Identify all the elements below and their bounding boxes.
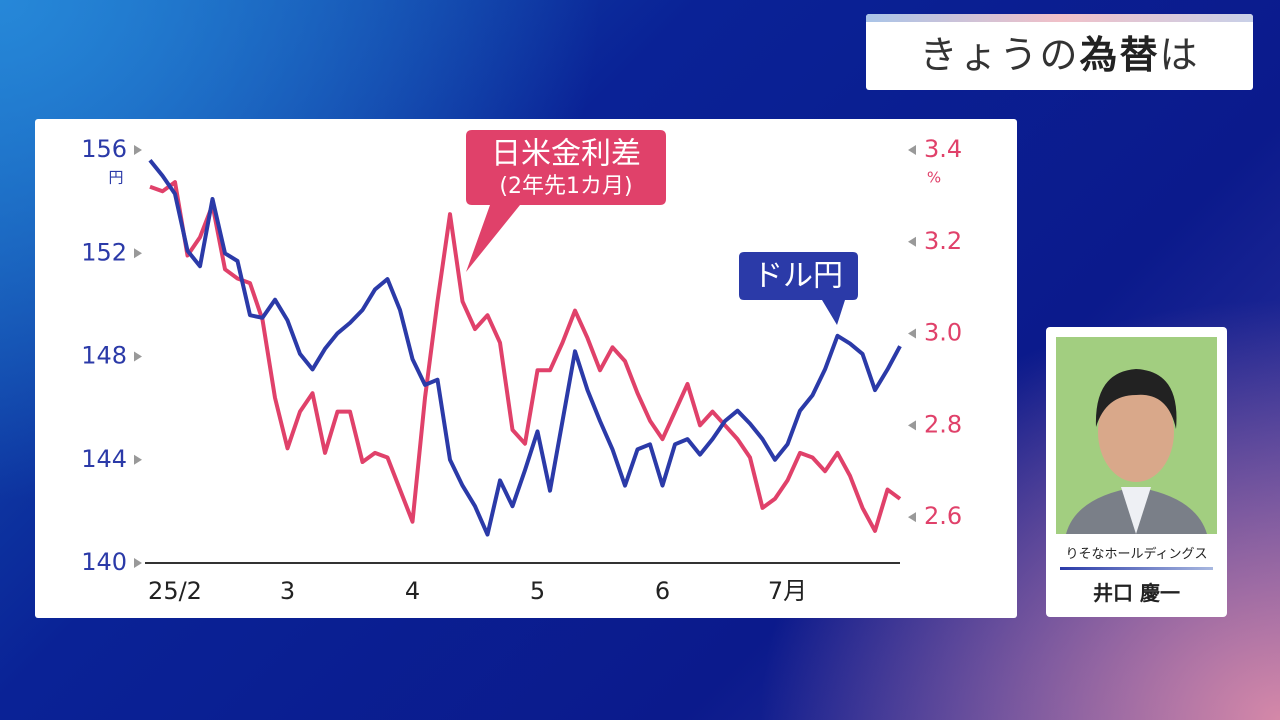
y-tick-mark xyxy=(134,351,142,362)
title-box: きょうの為替は xyxy=(866,14,1253,90)
y2-tick-mark xyxy=(908,420,916,431)
y2-tick-label: 2.8 xyxy=(924,410,962,438)
annotation-label: 日米金利差 xyxy=(491,137,641,172)
y2-tick-label: 3.2 xyxy=(924,227,962,255)
y2-unit: % xyxy=(927,169,941,187)
y-tick-mark xyxy=(134,454,142,465)
y2-tick-label: 2.6 xyxy=(924,502,962,530)
x-tick-label: 3 xyxy=(280,577,295,605)
y-unit: 円 xyxy=(108,169,123,187)
y2-tick-mark xyxy=(908,236,916,247)
y-tick-label: 156 xyxy=(81,135,127,163)
company: りそなホールディングス xyxy=(1065,547,1208,562)
y-tick-mark xyxy=(134,145,142,155)
y2-tick-mark xyxy=(908,328,916,339)
chart-panel xyxy=(35,119,1017,618)
annotation-label: ドル円 xyxy=(753,259,843,294)
y-tick-label: 152 xyxy=(81,238,127,266)
series-line xyxy=(149,180,902,533)
y-tick-label: 140 xyxy=(81,548,127,576)
annotation-box xyxy=(739,252,858,325)
photo-art xyxy=(1056,337,1217,534)
y2-tick-label: 3.4 xyxy=(924,135,962,163)
y2-tick-mark xyxy=(908,145,916,155)
title: きょうの為替は xyxy=(866,22,1253,88)
x-tick-label: 6 xyxy=(655,577,670,605)
title-part: きょうの xyxy=(919,33,1080,77)
annotation-sublabel: (2年先1カ月) xyxy=(499,174,632,199)
title-part: 為替 xyxy=(1079,33,1160,77)
title-part: は xyxy=(1159,33,1200,77)
x-tick-label: 4 xyxy=(405,577,420,605)
y-tick-mark xyxy=(134,248,142,259)
divider xyxy=(1060,567,1213,570)
series-line xyxy=(148,159,902,537)
x-tick-label: 5 xyxy=(530,577,545,605)
y-tick-mark xyxy=(134,558,142,568)
y2-tick-label: 3.0 xyxy=(924,319,962,347)
y2-tick-mark xyxy=(908,512,916,523)
x-tick-label: 7月 xyxy=(768,577,807,605)
y-tick-label: 144 xyxy=(81,445,127,473)
photo xyxy=(1056,337,1217,534)
annotation-box xyxy=(466,130,666,272)
caption-card: りそなホールディングス 井口 慶一 xyxy=(1046,327,1227,617)
title-strip xyxy=(866,14,1253,22)
person-name: 井口 慶一 xyxy=(1093,581,1180,605)
x-tick-label: 25/2 xyxy=(148,577,202,605)
y-tick-label: 148 xyxy=(81,342,127,370)
